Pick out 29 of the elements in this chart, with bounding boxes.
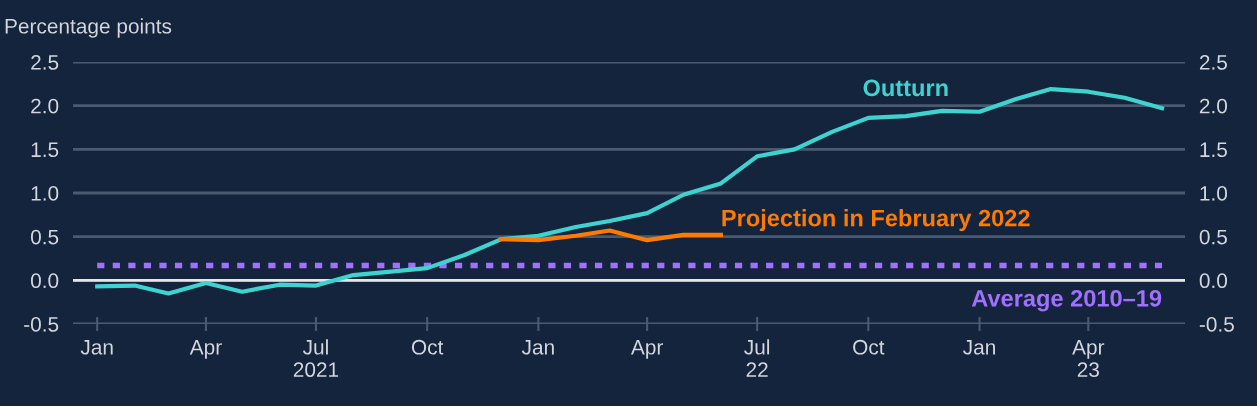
series-label: Projection in February 2022 (722, 209, 1030, 232)
x-tick-label: Apr 23 (1072, 340, 1105, 378)
y-tick-label: 2.0 (31, 98, 59, 114)
y2-tick-label: 1.0 (1200, 186, 1228, 201)
y2-tick-label: 1.5 (1200, 142, 1227, 158)
x-tick-label: Jan (963, 340, 995, 355)
series-label: Outturn (863, 79, 948, 97)
x-tick-label: Oct (853, 339, 885, 355)
y-tick-label: 1.0 (31, 186, 59, 201)
y2-tick-label: 2.5 (1199, 55, 1227, 70)
x-tick-label: Jul 2021 (293, 339, 339, 378)
x-tick-label: Jan (521, 340, 554, 355)
x-tick-label: Jul 22 (744, 339, 770, 377)
y-axis-title: Percentage points (5, 18, 172, 38)
y-tick-label: 0.5 (30, 229, 59, 245)
line-series (498, 228, 723, 243)
y-tick-label: 1.5 (31, 142, 59, 158)
y2-tick-label: 0.5 (1199, 229, 1227, 245)
ref-line-label: Average 2010–19 (971, 289, 1162, 312)
x-tick-label: Oct (411, 339, 444, 355)
x-tick-label: Jan (80, 340, 113, 355)
y2-tick-label: 0.0 (1199, 273, 1228, 289)
y2-tick-label: 2.0 (1199, 98, 1228, 114)
x-tick-label: Apr (189, 340, 222, 359)
y2-tick-label: -0.5 (1199, 317, 1234, 332)
y-tick-label: 0.0 (30, 273, 59, 289)
y-tick-label: -0.5 (24, 317, 59, 332)
x-tick-label: Apr (630, 340, 663, 359)
y-tick-label: 2.5 (31, 55, 59, 70)
